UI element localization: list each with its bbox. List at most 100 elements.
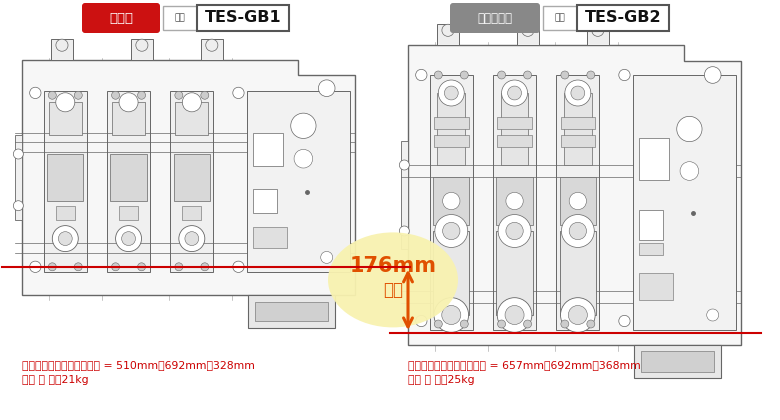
- Circle shape: [498, 71, 505, 79]
- Bar: [496, 231, 533, 315]
- Circle shape: [438, 80, 464, 106]
- Bar: [112, 102, 145, 135]
- Circle shape: [506, 192, 523, 210]
- Circle shape: [119, 93, 138, 112]
- Circle shape: [74, 91, 82, 99]
- Text: 【総 質 量】21kg: 【総 質 量】21kg: [22, 375, 89, 385]
- Circle shape: [442, 192, 460, 210]
- Bar: [640, 210, 663, 240]
- Circle shape: [522, 24, 534, 37]
- Circle shape: [291, 113, 316, 139]
- Bar: [559, 231, 596, 315]
- Circle shape: [318, 80, 335, 97]
- Bar: [577, 5, 669, 31]
- Circle shape: [505, 305, 524, 325]
- Bar: [640, 138, 669, 180]
- Circle shape: [460, 71, 468, 79]
- Bar: [401, 141, 408, 249]
- Circle shape: [434, 215, 468, 247]
- Bar: [505, 228, 524, 240]
- Circle shape: [561, 298, 595, 332]
- Bar: [197, 5, 289, 31]
- Circle shape: [523, 71, 531, 79]
- Bar: [170, 91, 214, 271]
- Bar: [438, 93, 465, 165]
- Bar: [441, 228, 461, 240]
- Bar: [556, 75, 600, 330]
- Bar: [107, 91, 151, 271]
- Bar: [517, 24, 539, 45]
- Bar: [497, 135, 532, 147]
- Circle shape: [13, 149, 23, 159]
- Circle shape: [562, 215, 594, 247]
- Bar: [254, 189, 277, 213]
- Bar: [543, 6, 577, 30]
- Circle shape: [112, 263, 119, 271]
- Text: 従来同等品: 従来同等品: [477, 11, 512, 24]
- Ellipse shape: [328, 232, 458, 328]
- Text: 176mm: 176mm: [349, 256, 437, 276]
- Circle shape: [183, 93, 201, 112]
- Circle shape: [206, 39, 218, 51]
- Circle shape: [592, 24, 604, 37]
- Text: 形名: 形名: [555, 13, 565, 23]
- Circle shape: [571, 86, 585, 100]
- Bar: [437, 24, 459, 45]
- Circle shape: [508, 86, 522, 100]
- Circle shape: [441, 305, 461, 325]
- FancyBboxPatch shape: [450, 3, 540, 33]
- Circle shape: [619, 69, 630, 81]
- Circle shape: [460, 320, 468, 328]
- Circle shape: [416, 69, 427, 81]
- Circle shape: [48, 263, 56, 271]
- Circle shape: [565, 80, 590, 106]
- Circle shape: [30, 87, 41, 99]
- Bar: [111, 154, 147, 201]
- Polygon shape: [22, 60, 355, 295]
- Circle shape: [561, 320, 569, 328]
- Text: 形名: 形名: [175, 13, 186, 23]
- Circle shape: [232, 87, 244, 99]
- Bar: [493, 75, 536, 330]
- Circle shape: [399, 160, 410, 170]
- Circle shape: [74, 263, 82, 271]
- Bar: [640, 273, 672, 300]
- Bar: [433, 177, 470, 225]
- Circle shape: [321, 252, 333, 263]
- Bar: [561, 117, 595, 129]
- Bar: [174, 154, 210, 201]
- Circle shape: [185, 232, 199, 246]
- Circle shape: [506, 222, 523, 240]
- Circle shape: [58, 232, 73, 246]
- Bar: [559, 177, 596, 225]
- Circle shape: [416, 315, 427, 327]
- Circle shape: [498, 215, 531, 247]
- Circle shape: [137, 263, 146, 271]
- Circle shape: [179, 226, 205, 252]
- Circle shape: [122, 232, 136, 246]
- Bar: [561, 135, 595, 147]
- Bar: [434, 117, 469, 129]
- Circle shape: [587, 320, 595, 328]
- Bar: [564, 93, 592, 165]
- Bar: [633, 75, 736, 330]
- Bar: [201, 39, 222, 60]
- Bar: [569, 228, 587, 240]
- Circle shape: [680, 162, 699, 180]
- Text: 【全体寸法】縦：横：奥行 = 510mm：692mm：328mm: 【全体寸法】縦：横：奥行 = 510mm：692mm：328mm: [22, 360, 255, 370]
- Circle shape: [136, 39, 148, 51]
- Bar: [51, 39, 73, 60]
- Bar: [47, 154, 83, 201]
- Circle shape: [55, 93, 75, 112]
- Bar: [163, 6, 197, 30]
- Circle shape: [445, 86, 458, 100]
- Circle shape: [115, 226, 141, 252]
- Bar: [254, 227, 287, 248]
- Bar: [249, 295, 335, 328]
- Bar: [49, 102, 82, 135]
- Circle shape: [30, 261, 41, 273]
- Circle shape: [52, 226, 78, 252]
- Circle shape: [677, 116, 702, 142]
- Bar: [497, 117, 532, 129]
- Circle shape: [434, 71, 442, 79]
